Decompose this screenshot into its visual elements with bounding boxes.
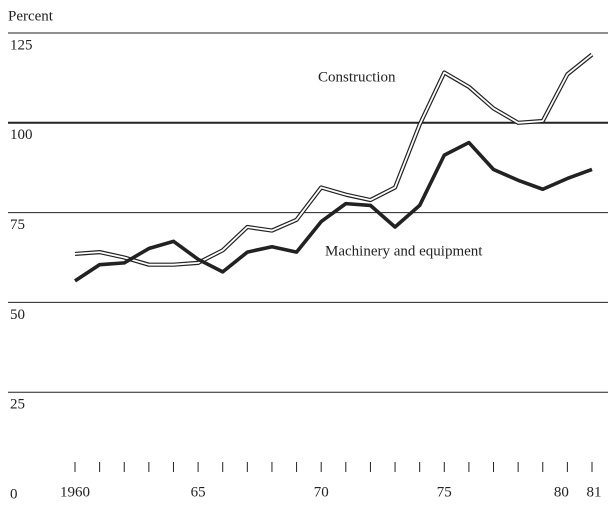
y-axis-label: Percent [8, 8, 54, 24]
x-tick-label: 75 [437, 484, 452, 500]
x-tick-label: 80 [554, 484, 569, 500]
series-line-inner [74, 53, 593, 266]
y-tick-label: 75 [10, 217, 25, 233]
y-tick-label: 100 [10, 127, 33, 143]
x-tick-label: 65 [191, 484, 206, 500]
y-tick-label: 0 [10, 486, 18, 502]
x-tick-label: 81 [587, 484, 602, 500]
y-tick-label: 25 [10, 397, 25, 413]
series-label: Construction [318, 69, 396, 85]
x-tick-label: 70 [314, 484, 329, 500]
y-tick-label: 50 [10, 307, 25, 323]
series-line [74, 52, 594, 267]
series-label: Machinery and equipment [325, 243, 483, 259]
series-line [74, 140, 593, 283]
y-tick-label: 125 [10, 37, 33, 53]
x-tick-label: 1960 [60, 484, 90, 500]
